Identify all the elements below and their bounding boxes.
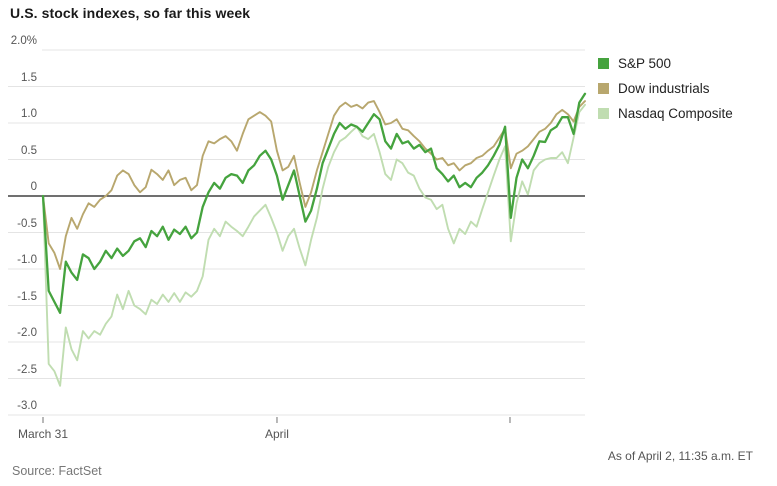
- y-axis-label: 0.5: [21, 144, 37, 157]
- y-axis-label: -2.0: [17, 327, 37, 339]
- series-line-dow-industrials: [42, 100, 586, 270]
- y-axis-label: -3.0: [17, 400, 37, 412]
- x-axis-label: April: [264, 427, 289, 441]
- y-axis-label: -1.5: [17, 290, 37, 303]
- source-note: Source: FactSet: [12, 464, 102, 478]
- legend-label-sp500: S&P 500: [618, 56, 672, 71]
- y-axis-label: 0: [30, 181, 37, 193]
- y-axis-label: 2.0%: [10, 35, 37, 47]
- y-axis-label: 1.0: [21, 108, 37, 120]
- sp500-swatch-icon: [598, 58, 609, 69]
- legend-label-dow: Dow industrials: [618, 81, 710, 96]
- y-axis-label: 1.5: [21, 71, 37, 84]
- series-line-nasdaq-composite: [42, 103, 586, 387]
- nasdaq-swatch-icon: [598, 108, 609, 119]
- legend-label-nasdaq: Nasdaq Composite: [618, 106, 733, 121]
- dow-swatch-icon: [598, 83, 609, 94]
- chart-title: U.S. stock indexes, so far this week: [10, 5, 251, 21]
- legend-item-nasdaq: Nasdaq Composite: [598, 101, 733, 126]
- as-of-note: As of April 2, 11:35 a.m. ET: [607, 449, 753, 463]
- y-axis-label: -2.5: [17, 363, 37, 376]
- y-axis-label: -1.0: [17, 254, 37, 266]
- legend-item-sp500: S&P 500: [598, 51, 733, 76]
- legend: S&P 500 Dow industrials Nasdaq Composite: [598, 51, 733, 126]
- x-axis-label: March 31: [17, 427, 69, 441]
- legend-item-dow: Dow industrials: [598, 76, 733, 101]
- series-line-s-p-500: [41, 92, 587, 314]
- y-axis-label: -0.5: [17, 217, 37, 230]
